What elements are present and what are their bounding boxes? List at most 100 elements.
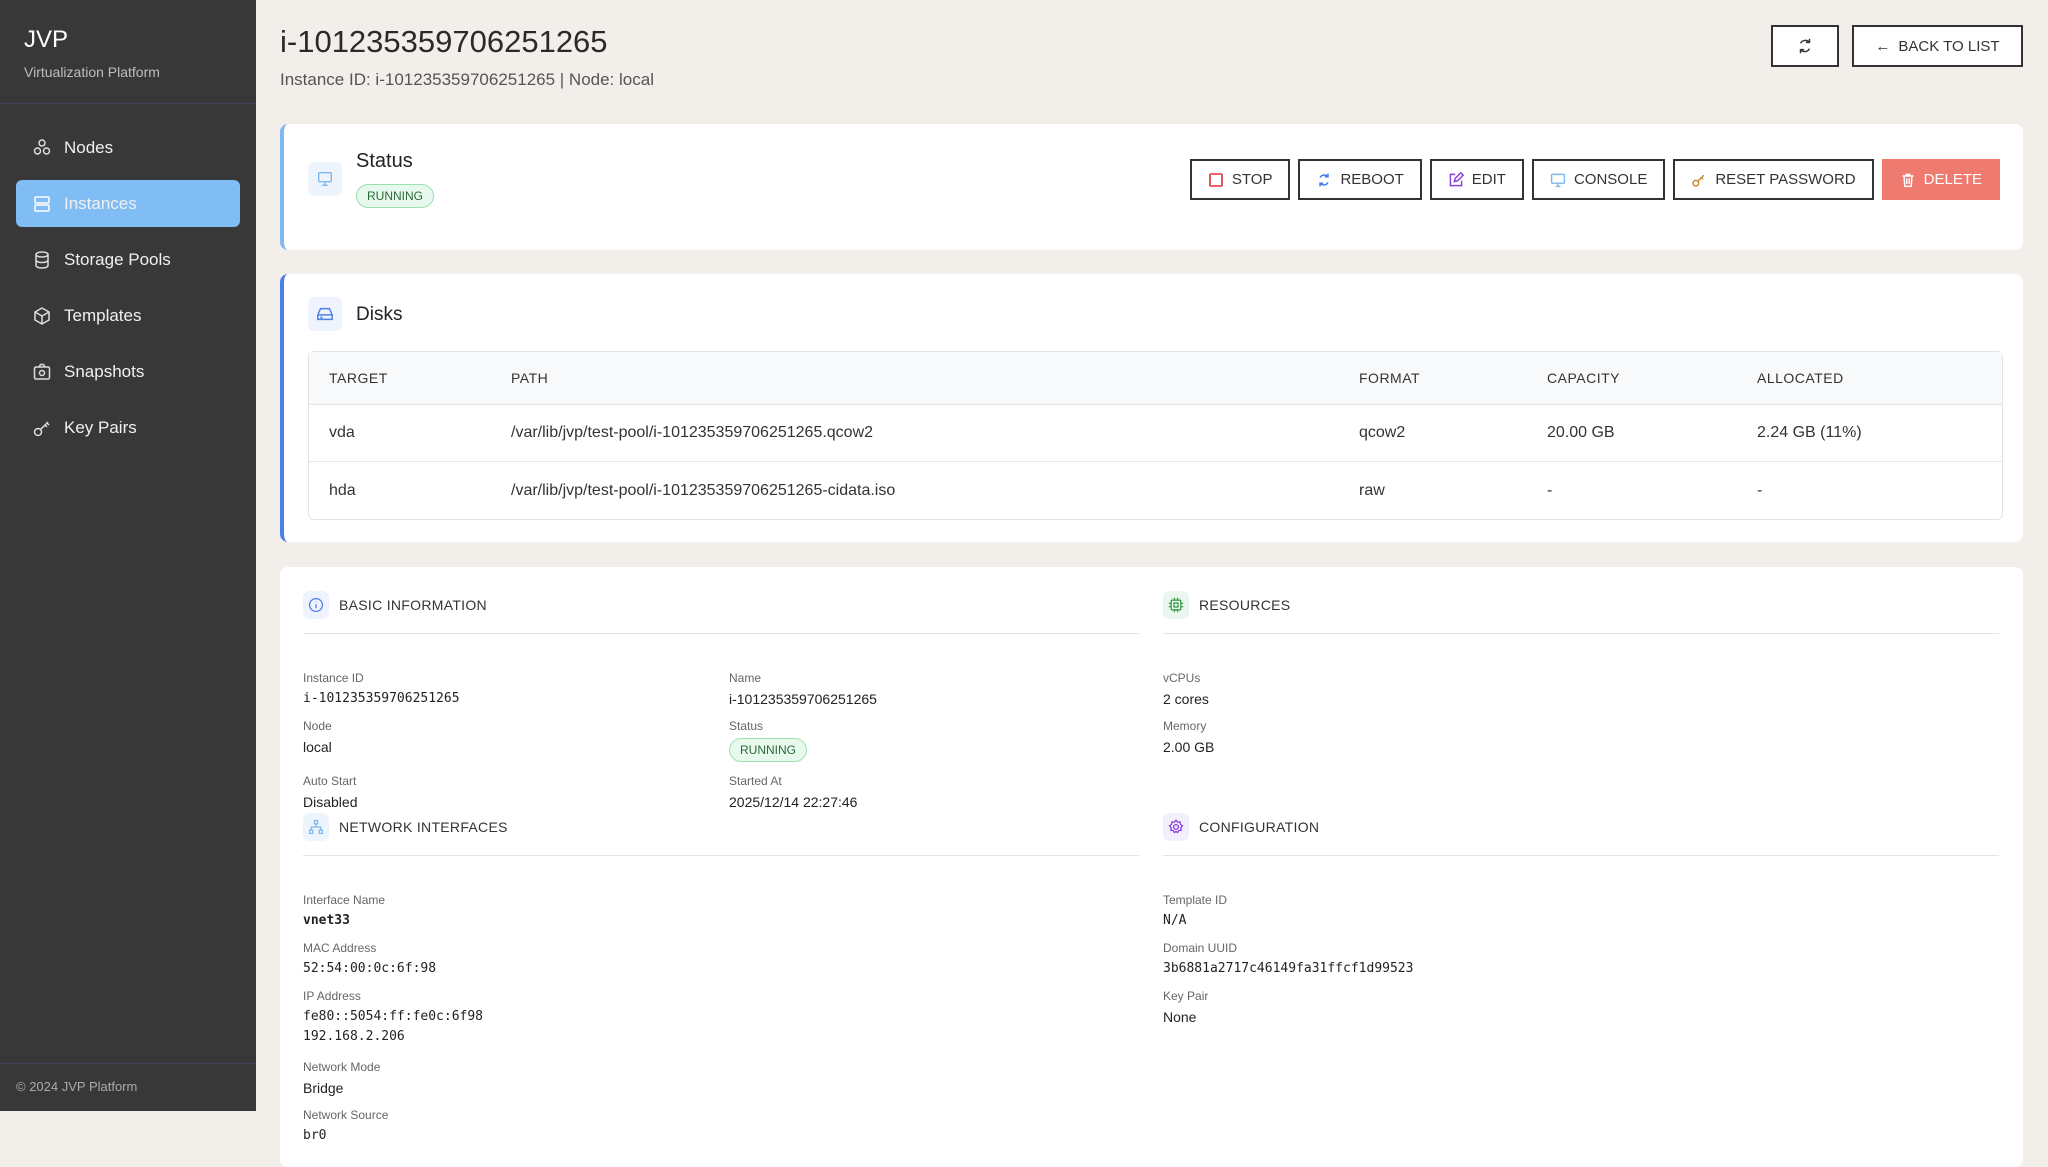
field-key-pair: Key Pair None <box>1163 989 1209 1025</box>
column-header-format: FORMAT <box>1339 352 1527 405</box>
key-icon <box>1692 174 1705 187</box>
delete-button[interactable]: DELETE <box>1881 159 2000 200</box>
console-button[interactable]: CONSOLE <box>1531 159 1666 200</box>
brand: JVP Virtualization Platform <box>0 0 256 104</box>
nodes-icon <box>33 138 51 155</box>
disk-capacity: 20.00 GB <box>1527 405 1737 462</box>
field-ip-address: IP Address fe80::5054:ff:fe0c:6f98 192.168… <box>303 989 484 1044</box>
column-header-allocated: ALLOCATED <box>1737 352 2002 405</box>
field-memory: Memory 2.00 GB <box>1163 719 1215 755</box>
info-icon <box>303 591 329 619</box>
database-icon <box>35 250 49 269</box>
field-template-id: Template ID N/A <box>1163 893 1228 928</box>
page-subtitle: Instance ID: i-101235359706251265 | Node… <box>280 70 654 89</box>
field-auto-start: Auto Start Disabled <box>303 774 358 810</box>
disk-path: /var/lib/jvp/test-pool/i-101235359706251… <box>511 481 896 499</box>
sidebar-nav: Nodes Instances Storage Pools Templates … <box>0 124 256 451</box>
back-to-list-label: BACK TO LIST <box>1898 37 2000 55</box>
sidebar-item-label: Templates <box>64 305 142 325</box>
page-title: i-101235359706251265 <box>280 24 608 59</box>
disk-target: hda <box>329 481 356 499</box>
field-mac-address: MAC Address 52:54:00:0c:6f:98 <box>303 941 437 976</box>
field-started-at: Started At 2025/12/14 22:27:46 <box>729 774 858 810</box>
section-title: BASIC INFORMATION <box>339 597 487 613</box>
brand-logo[interactable]: JVP <box>24 26 69 53</box>
edit-icon <box>1449 171 1464 186</box>
sidebar-item-key-pairs[interactable]: Key Pairs <box>16 404 240 451</box>
disk-allocated: 2.24 GB (11%) <box>1737 405 2002 462</box>
refresh-icon <box>1799 38 1811 54</box>
resources-section: RESOURCES vCPUs 2 cores Memory 2.00 GB <box>1163 591 1999 755</box>
disk-target: vda <box>309 405 491 462</box>
delete-label: DELETE <box>1923 171 1982 188</box>
network-icon <box>303 813 329 841</box>
section-title: NETWORK INTERFACES <box>339 819 508 835</box>
reboot-label: REBOOT <box>1340 171 1404 188</box>
column-header-target: TARGET <box>309 352 491 405</box>
refresh-button[interactable] <box>1771 25 1839 67</box>
sidebar-item-label: Snapshots <box>64 361 145 381</box>
column-header-capacity: CAPACITY <box>1527 352 1737 405</box>
field-name: Name i-101235359706251265 <box>729 671 877 707</box>
disks-table: TARGET PATH FORMAT CAPACITY ALLOCATED vd… <box>308 351 2003 520</box>
stop-button[interactable]: STOP <box>1189 159 1291 200</box>
sidebar-item-label: Key Pairs <box>64 417 137 437</box>
package-icon <box>34 306 50 325</box>
sidebar-item-storage-pools[interactable]: Storage Pools <box>16 236 240 283</box>
sidebar-item-label: Storage Pools <box>64 249 171 269</box>
hard-drive-icon <box>308 297 342 331</box>
reboot-icon <box>1319 173 1330 186</box>
section-title: RESOURCES <box>1199 597 1291 613</box>
sidebar-item-nodes[interactable]: Nodes <box>16 124 240 171</box>
column-header-path: PATH <box>491 352 1339 405</box>
details-card: BASIC INFORMATION Instance ID i-101235359… <box>280 567 2023 1167</box>
reset-password-label: RESET PASSWORD <box>1715 171 1856 188</box>
status-title: Status <box>356 150 413 172</box>
status-badge: RUNNING <box>356 184 434 208</box>
monitor-icon <box>1550 173 1566 187</box>
field-vcpus: vCPUs 2 cores <box>1163 671 1209 707</box>
status-badge: RUNNING <box>729 738 807 762</box>
disk-format: qcow2 <box>1339 405 1527 462</box>
edit-label: EDIT <box>1471 171 1506 188</box>
field-network-source: Network Source br0 <box>303 1108 389 1143</box>
network-section: NETWORK INTERFACES Interface Name vnet33 … <box>303 813 1139 1143</box>
server-icon <box>34 195 50 212</box>
stop-label: STOP <box>1231 171 1273 188</box>
configuration-section: CONFIGURATION Template ID N/A Domain UUID… <box>1163 813 1999 1025</box>
console-label: CONSOLE <box>1573 171 1648 188</box>
reset-password-button[interactable]: RESET PASSWORD <box>1673 159 1874 200</box>
sidebar-item-templates[interactable]: Templates <box>16 292 240 339</box>
disk-capacity: - <box>1547 481 1553 499</box>
back-to-list-button[interactable]: ← BACK TO LIST <box>1852 25 2023 67</box>
arrow-left-icon: ← <box>1875 37 1891 55</box>
monitor-icon <box>308 162 342 196</box>
field-instance-id: Instance ID i-101235359706251265 <box>303 671 460 706</box>
table-header-row: TARGET PATH FORMAT CAPACITY ALLOCATED <box>309 352 2002 405</box>
disk-path: /var/lib/jvp/test-pool/i-101235359706251… <box>491 405 1339 462</box>
sidebar-item-label: Nodes <box>64 137 114 157</box>
field-domain-uuid: Domain UUID 3b6881a2717c46149fa31ffcf1d99… <box>1163 941 1414 976</box>
status-card: Status RUNNING STOP REBOOT EDIT CONSOLE … <box>280 124 2023 250</box>
sidebar-item-label: Instances <box>64 193 137 213</box>
trash-icon <box>1902 173 1914 187</box>
camera-icon <box>33 363 51 380</box>
cpu-icon <box>1163 591 1189 619</box>
field-network-mode: Network Mode Bridge <box>303 1060 381 1096</box>
instance-actions: STOP REBOOT EDIT CONSOLE RESET PASSWORD … <box>1189 159 2000 200</box>
field-interface-name: Interface Name vnet33 <box>303 893 386 928</box>
disk-allocated: - <box>1757 481 1763 499</box>
reboot-button[interactable]: REBOOT <box>1298 159 1422 200</box>
sidebar-item-instances[interactable]: Instances <box>16 180 240 227</box>
field-status: Status RUNNING <box>729 719 807 762</box>
brand-tagline: Virtualization Platform <box>24 64 160 80</box>
basic-info-section: BASIC INFORMATION Instance ID i-101235359… <box>303 591 1139 810</box>
disks-card: Disks TARGET PATH FORMAT CAPACITY ALLOCA… <box>280 274 2023 542</box>
sidebar-item-snapshots[interactable]: Snapshots <box>16 348 240 395</box>
table-row: hda /var/lib/jvp/test-pool/i-10123535970… <box>309 462 2002 519</box>
stop-icon <box>1209 172 1223 187</box>
disks-title: Disks <box>356 304 403 325</box>
edit-button[interactable]: EDIT <box>1429 159 1524 200</box>
gear-icon <box>1163 813 1189 841</box>
sidebar: JVP Virtualization Platform Nodes Instan… <box>0 0 256 1111</box>
